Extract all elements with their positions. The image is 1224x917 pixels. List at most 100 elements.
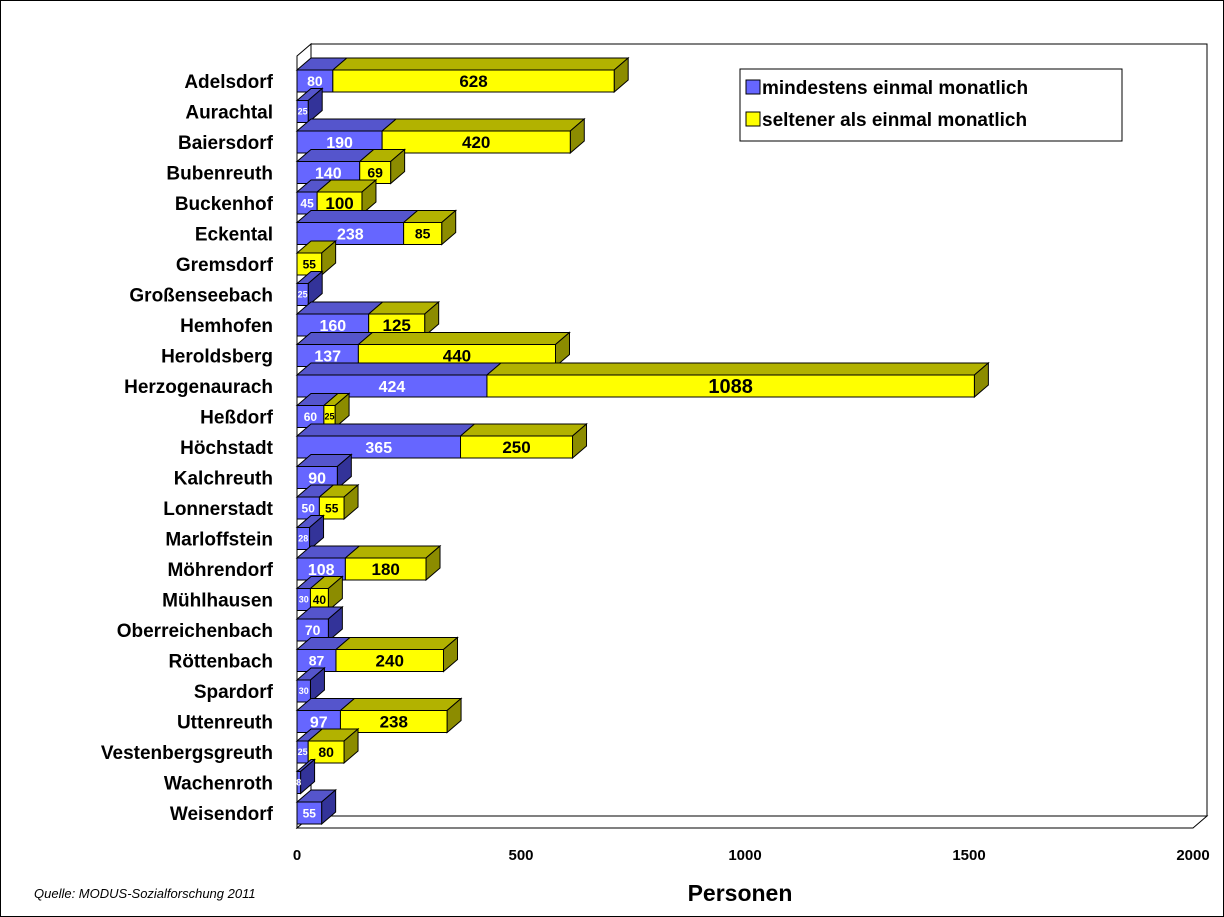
category-label: Heßdorf (200, 408, 274, 429)
category-label: Eckental (195, 225, 273, 246)
data-label: 85 (415, 226, 431, 242)
data-label: 160 (319, 318, 346, 335)
category-label: Heroldsberg (161, 347, 273, 368)
data-label: 70 (305, 622, 321, 638)
bar-segment: 365 (295, 423, 476, 459)
source-note: Quelle: MODUS-Sozialforschung 2011 (34, 886, 256, 901)
data-label: 137 (314, 348, 341, 365)
bar-segment: 1088 (485, 361, 990, 398)
data-label: 250 (502, 438, 530, 457)
bar-segment: 440 (357, 331, 571, 368)
bar-segment: 240 (334, 636, 459, 673)
data-label: 240 (376, 652, 404, 671)
bar-segment: 25 (295, 87, 324, 124)
data-label: 60 (304, 410, 318, 424)
category-label: Möhrendorf (167, 560, 273, 581)
bar-segment: 125 (367, 300, 441, 338)
bar-segment: 80 (306, 727, 360, 765)
data-label: 87 (309, 653, 325, 669)
bar-segment: 69 (358, 148, 406, 185)
x-tick-label: 2000 (1176, 847, 1209, 864)
category-label: Röttenbach (169, 652, 274, 673)
data-label: 55 (303, 257, 317, 271)
category-label: Oberreichenbach (117, 621, 273, 642)
bar-segment: 28 (295, 514, 325, 551)
legend-box (739, 68, 1123, 142)
data-label: 628 (459, 72, 487, 91)
data-label: 80 (307, 73, 323, 89)
bar-segment: 87 (295, 637, 352, 672)
bar-segment: 90 (295, 453, 353, 490)
bar-segment: 238 (339, 697, 463, 734)
bar-segment: 80 (295, 57, 349, 93)
category-label: Baiersdorf (178, 133, 274, 154)
data-label: 28 (298, 534, 308, 544)
data-label: 25 (298, 107, 308, 117)
category-label: Vestenbergsgreuth (101, 743, 273, 764)
data-label: 45 (300, 196, 314, 210)
x-axis-ticks: 0 500 1000 1500 2000 (293, 847, 1210, 864)
bar-segment: 8 (295, 758, 316, 795)
data-label: 25 (298, 290, 308, 300)
bar-segment: 420 (380, 117, 586, 155)
category-label: Weisendorf (170, 804, 274, 825)
bar-segment: 25 (295, 270, 324, 307)
bar-segment: 140 (295, 149, 376, 184)
data-label: 180 (372, 560, 400, 579)
bar-segment: 70 (295, 605, 344, 643)
bar-segment: 238 (295, 210, 419, 245)
bar-segment: 160 (295, 301, 385, 337)
category-label: Gremsdorf (176, 255, 274, 276)
category-label: Marloffstein (165, 530, 273, 551)
bar-segment: 40 (309, 575, 344, 612)
data-label: 365 (365, 440, 392, 457)
x-tick-label: 0 (293, 847, 301, 864)
category-label: Großenseebach (129, 286, 273, 307)
data-label: 190 (326, 135, 353, 152)
bar-segment: 30 (295, 666, 326, 704)
category-label: Lonnerstadt (163, 499, 273, 520)
legend-entry: mindestens einmal monatlich (762, 78, 1028, 99)
bar-segment: 55 (318, 483, 360, 521)
data-label: 97 (310, 714, 328, 731)
x-tick-label: 1500 (952, 847, 985, 864)
bar-segment: 50 (295, 484, 335, 520)
legend-swatch (745, 79, 761, 95)
data-label: 30 (299, 595, 309, 605)
bar-segment: 424 (295, 362, 503, 398)
bar-segment: 250 (459, 422, 588, 460)
data-label: 424 (379, 379, 406, 396)
bar-segment: 180 (344, 544, 442, 582)
data-label: 100 (325, 194, 353, 213)
category-label: Wachenroth (164, 774, 273, 795)
category-labels: Adelsdorf Aurachtal Baiersdorf Bubenreuth Bu… (101, 72, 274, 825)
bar-segment: 55 (295, 239, 337, 277)
category-label: Herzogenaurach (124, 377, 273, 398)
x-tick-label: 1000 (728, 847, 761, 864)
data-label: 25 (298, 747, 308, 757)
legend: mindestens einmal monatlich seltener als … (739, 68, 1123, 142)
category-label: Buckenhof (175, 194, 274, 215)
data-label: 50 (302, 501, 316, 515)
legend-swatch (745, 111, 761, 127)
bar-segment: 628 (331, 56, 630, 94)
data-label: 40 (313, 593, 327, 607)
category-label: Uttenreuth (177, 713, 273, 734)
data-label: 69 (367, 165, 383, 181)
data-label: 8 (296, 778, 301, 788)
category-label: Hemhofen (180, 316, 273, 337)
floor (295, 815, 1209, 829)
data-label: 55 (325, 501, 339, 515)
category-label: Bubenreuth (166, 164, 273, 185)
data-label: 30 (299, 686, 309, 696)
data-label: 420 (462, 133, 490, 152)
data-label: 238 (380, 713, 408, 732)
bar-segment: 55 (295, 788, 337, 826)
bars: 80 628 25 190 420 140 69 45 100 238 85 55 25 160 125 13… (295, 56, 990, 826)
category-label: Mühlhausen (162, 591, 273, 612)
category-label: Adelsdorf (184, 72, 273, 93)
data-label: 140 (315, 165, 342, 182)
data-label: 1088 (708, 376, 753, 398)
x-axis-title: Personen (688, 880, 793, 906)
